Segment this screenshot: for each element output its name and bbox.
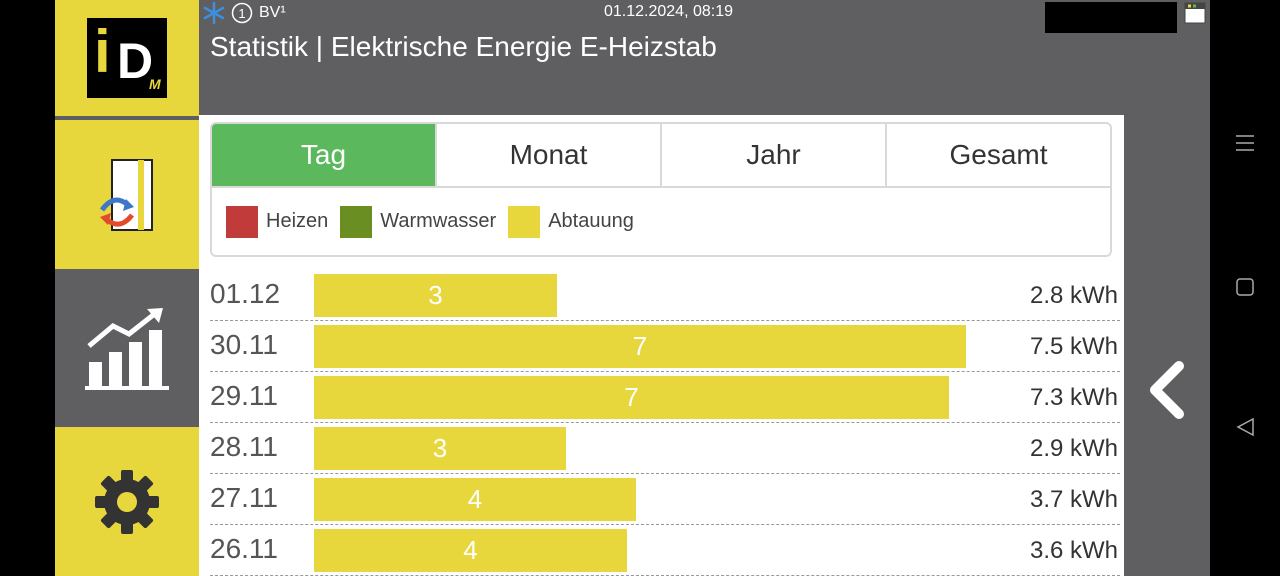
status-bar: 1 BV¹ [203,2,286,24]
redacted-box [1045,2,1177,33]
bv-label: BV¹ [259,4,286,21]
table-row: 26.11 4 3.6 kWh [210,525,1120,576]
gear-icon [95,469,159,534]
datetime: 01.12.2024, 08:19 [604,3,734,20]
bar-abtauung: 7 [314,376,949,419]
android-nav-bar [1210,0,1280,576]
nav-home-button[interactable] [1232,276,1258,298]
legend-swatch [340,205,373,238]
legend-item-heizen[interactable]: Heizen [226,205,329,238]
table-row: 01.12 3 2.8 kWh [210,270,1120,321]
bar-label: 7 [632,331,648,361]
bar-abtauung: 3 [314,274,557,317]
period-tabs: Tag Monat Jahr Gesamt [212,124,1110,188]
table-row: 27.11 4 3.7 kWh [210,474,1120,525]
heat-pump-icon [99,158,153,231]
row-date: 28.11 [210,431,278,462]
tab-monat[interactable]: Monat [437,124,662,186]
sidebar-item-statistics[interactable] [55,274,199,422]
table-row: 28.11 3 2.9 kWh [210,423,1120,474]
svg-text:1: 1 [238,6,245,21]
legend: Heizen Warmwasser Abtauung [212,188,1110,255]
snowflake-icon [203,2,225,24]
legend-swatch [226,205,258,238]
row-date: 30.11 [210,329,278,360]
legend-swatch [508,205,541,238]
legend-label: Heizen [266,210,329,232]
statistics-panel: Tag Monat Jahr Gesamt Heizen Warmwasser … [199,115,1124,576]
bar-abtauung: 4 [314,529,627,572]
statistics-chart-icon [85,308,169,390]
table-row: 29.11 7 7.3 kWh [210,372,1120,423]
bar-label: 4 [463,535,478,565]
chevron-left-icon[interactable] [1145,360,1189,420]
circle-number-icon: 1 [231,2,253,24]
bar-label: 7 [624,382,639,412]
row-value: 2.8 kWh [1029,282,1118,309]
tab-tag[interactable]: Tag [212,124,437,186]
nav-menu-button[interactable] [1232,132,1258,154]
row-date: 27.11 [210,482,278,513]
bar-label: 4 [467,484,483,514]
row-date: 26.11 [210,533,278,564]
row-value: 3.6 kWh [1029,537,1118,564]
header: 1 BV¹ 01.12.2024, 08:19 Statistik | Elek… [199,0,1210,115]
page-title: Statistik | Elektrische Energie E-Heizst… [210,31,717,62]
home-square-icon [1236,278,1254,296]
bar-abtauung: 7 [314,325,966,368]
bar-label: 3 [428,280,443,310]
legend-label: Warmwasser [380,210,497,232]
bar-label: 3 [432,433,448,463]
window-icon[interactable] [1184,2,1206,24]
sidebar-item-heat-pump[interactable] [55,120,199,269]
back-triangle-icon [1236,417,1254,437]
tab-jahr[interactable]: Jahr [662,124,887,186]
nav-back-button[interactable] [1232,416,1258,438]
table-row: 30.11 7 7.5 kWh [210,321,1120,372]
bar-chart: 01.12 3 2.8 kWh 30.11 7 7.5 kWh 29.11 7 7.3 kWh 2… [210,270,1120,576]
row-date: 01.12 [210,278,281,309]
filter-panel: Tag Monat Jahr Gesamt Heizen Warmwasser … [210,122,1112,257]
menu-icon [1236,135,1254,151]
row-value: 2.9 kWh [1029,435,1118,462]
tab-gesamt[interactable]: Gesamt [949,139,1048,170]
row-value: 7.3 kWh [1029,384,1118,411]
row-date: 29.11 [210,380,278,411]
legend-item-abtauung[interactable]: Abtauung [508,205,634,238]
bar-abtauung: 4 [314,478,636,521]
legend-label: Abtauung [548,210,634,232]
bar-abtauung: 3 [314,427,566,470]
row-value: 7.5 kWh [1029,333,1118,360]
sidebar-item-settings[interactable] [55,427,199,576]
row-value: 3.7 kWh [1029,486,1118,513]
legend-item-warmwasser[interactable]: Warmwasser [340,205,497,238]
